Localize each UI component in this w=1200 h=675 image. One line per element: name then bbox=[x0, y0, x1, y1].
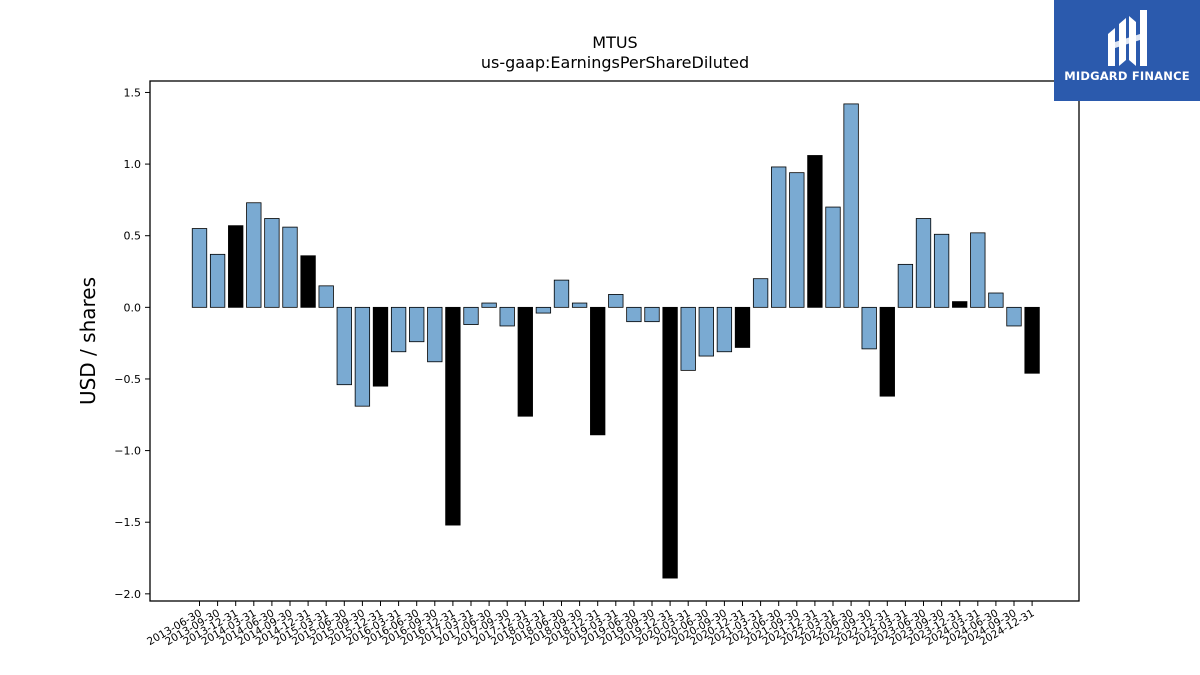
bar-2017-03-31 bbox=[463, 306, 479, 325]
bar-2016-09-30 bbox=[427, 306, 443, 363]
y-tick-label: 1.5 bbox=[124, 86, 142, 99]
y-tick-label: −1.5 bbox=[114, 516, 141, 529]
bar-2016-06-30 bbox=[409, 306, 425, 343]
x-ticks-group: 2013-06-302013-09-302013-12-312014-03-31… bbox=[145, 601, 1037, 648]
bar-2022-03-31 bbox=[825, 206, 841, 308]
bar-2022-06-30 bbox=[843, 103, 859, 308]
bar-2019-09-30 bbox=[644, 306, 660, 323]
bar-2018-09-30 bbox=[571, 302, 588, 308]
bar-2023-09-30 bbox=[933, 233, 950, 308]
bar-2014-09-30 bbox=[282, 226, 298, 308]
chart-title: MTUS bbox=[592, 33, 637, 52]
bar-2019-06-30 bbox=[626, 306, 642, 323]
y-tick-label: −1.0 bbox=[114, 445, 141, 458]
bar-2023-06-30 bbox=[915, 218, 932, 308]
bar-2024-03-31 bbox=[970, 232, 986, 308]
bar-2024-12-31 bbox=[1024, 306, 1040, 374]
bar-2020-09-30 bbox=[716, 306, 733, 353]
bar-2014-03-31 bbox=[246, 202, 262, 308]
bar-2015-03-31 bbox=[318, 285, 334, 308]
bar-2020-06-30 bbox=[698, 306, 714, 357]
y-tick-label: −2.0 bbox=[114, 588, 141, 601]
bar-2016-03-31 bbox=[390, 306, 407, 353]
bar-2018-06-30 bbox=[553, 279, 570, 308]
bar-2023-03-31 bbox=[897, 263, 914, 308]
bar-2016-12-31 bbox=[445, 306, 461, 526]
bar-2021-06-30 bbox=[771, 166, 787, 308]
bar-2021-09-30 bbox=[789, 172, 805, 308]
bar-2019-12-31 bbox=[662, 306, 678, 579]
bar-2022-09-30 bbox=[861, 306, 877, 350]
y-axis-label: USD / shares bbox=[76, 277, 100, 405]
logo-text: MIDGARD FINANCE bbox=[1064, 69, 1190, 83]
bar-2015-06-30 bbox=[336, 306, 352, 386]
bar-2017-12-31 bbox=[517, 306, 533, 417]
bars-group bbox=[191, 103, 1040, 579]
bar-2013-06-30 bbox=[191, 228, 208, 308]
bar-2023-12-31 bbox=[952, 301, 968, 308]
bar-2021-12-31 bbox=[807, 155, 823, 308]
bar-2015-12-31 bbox=[372, 306, 389, 387]
bar-2020-03-31 bbox=[680, 306, 696, 371]
y-tick-label: 0.5 bbox=[124, 230, 142, 243]
bar-2015-09-30 bbox=[354, 306, 371, 407]
bar-2019-03-31 bbox=[608, 294, 624, 308]
bar-2017-09-30 bbox=[499, 306, 515, 327]
bar-2013-12-31 bbox=[228, 225, 244, 308]
bar-2024-06-30 bbox=[988, 292, 1004, 308]
bar-2022-12-31 bbox=[879, 306, 895, 397]
plot-frame bbox=[149, 80, 1080, 602]
bar-2017-06-30 bbox=[481, 302, 497, 308]
bar-2014-12-31 bbox=[300, 255, 316, 308]
y-tick-label: −0.5 bbox=[114, 373, 141, 386]
y-tick-label: 0.0 bbox=[124, 301, 142, 314]
bar-2018-03-31 bbox=[535, 306, 552, 314]
bar-2018-12-31 bbox=[590, 306, 606, 436]
midgard-logo-icon bbox=[1108, 10, 1147, 66]
bar-2013-09-30 bbox=[209, 253, 226, 308]
y-ticks-group: 1.5 1.0 0.5 0.0 −0.5 −1.0 −1.5 −2.0 bbox=[114, 86, 150, 601]
chart-subtitle: us-gaap:EarningsPerShareDiluted bbox=[481, 53, 749, 72]
midgard-finance-logo: MIDGARD FINANCE bbox=[1054, 0, 1200, 101]
bar-2021-03-31 bbox=[752, 278, 769, 308]
bar-2024-09-30 bbox=[1006, 306, 1022, 327]
y-tick-label: 1.0 bbox=[124, 158, 142, 171]
bar-2014-06-30 bbox=[264, 218, 280, 308]
bar-2020-12-31 bbox=[734, 306, 751, 348]
